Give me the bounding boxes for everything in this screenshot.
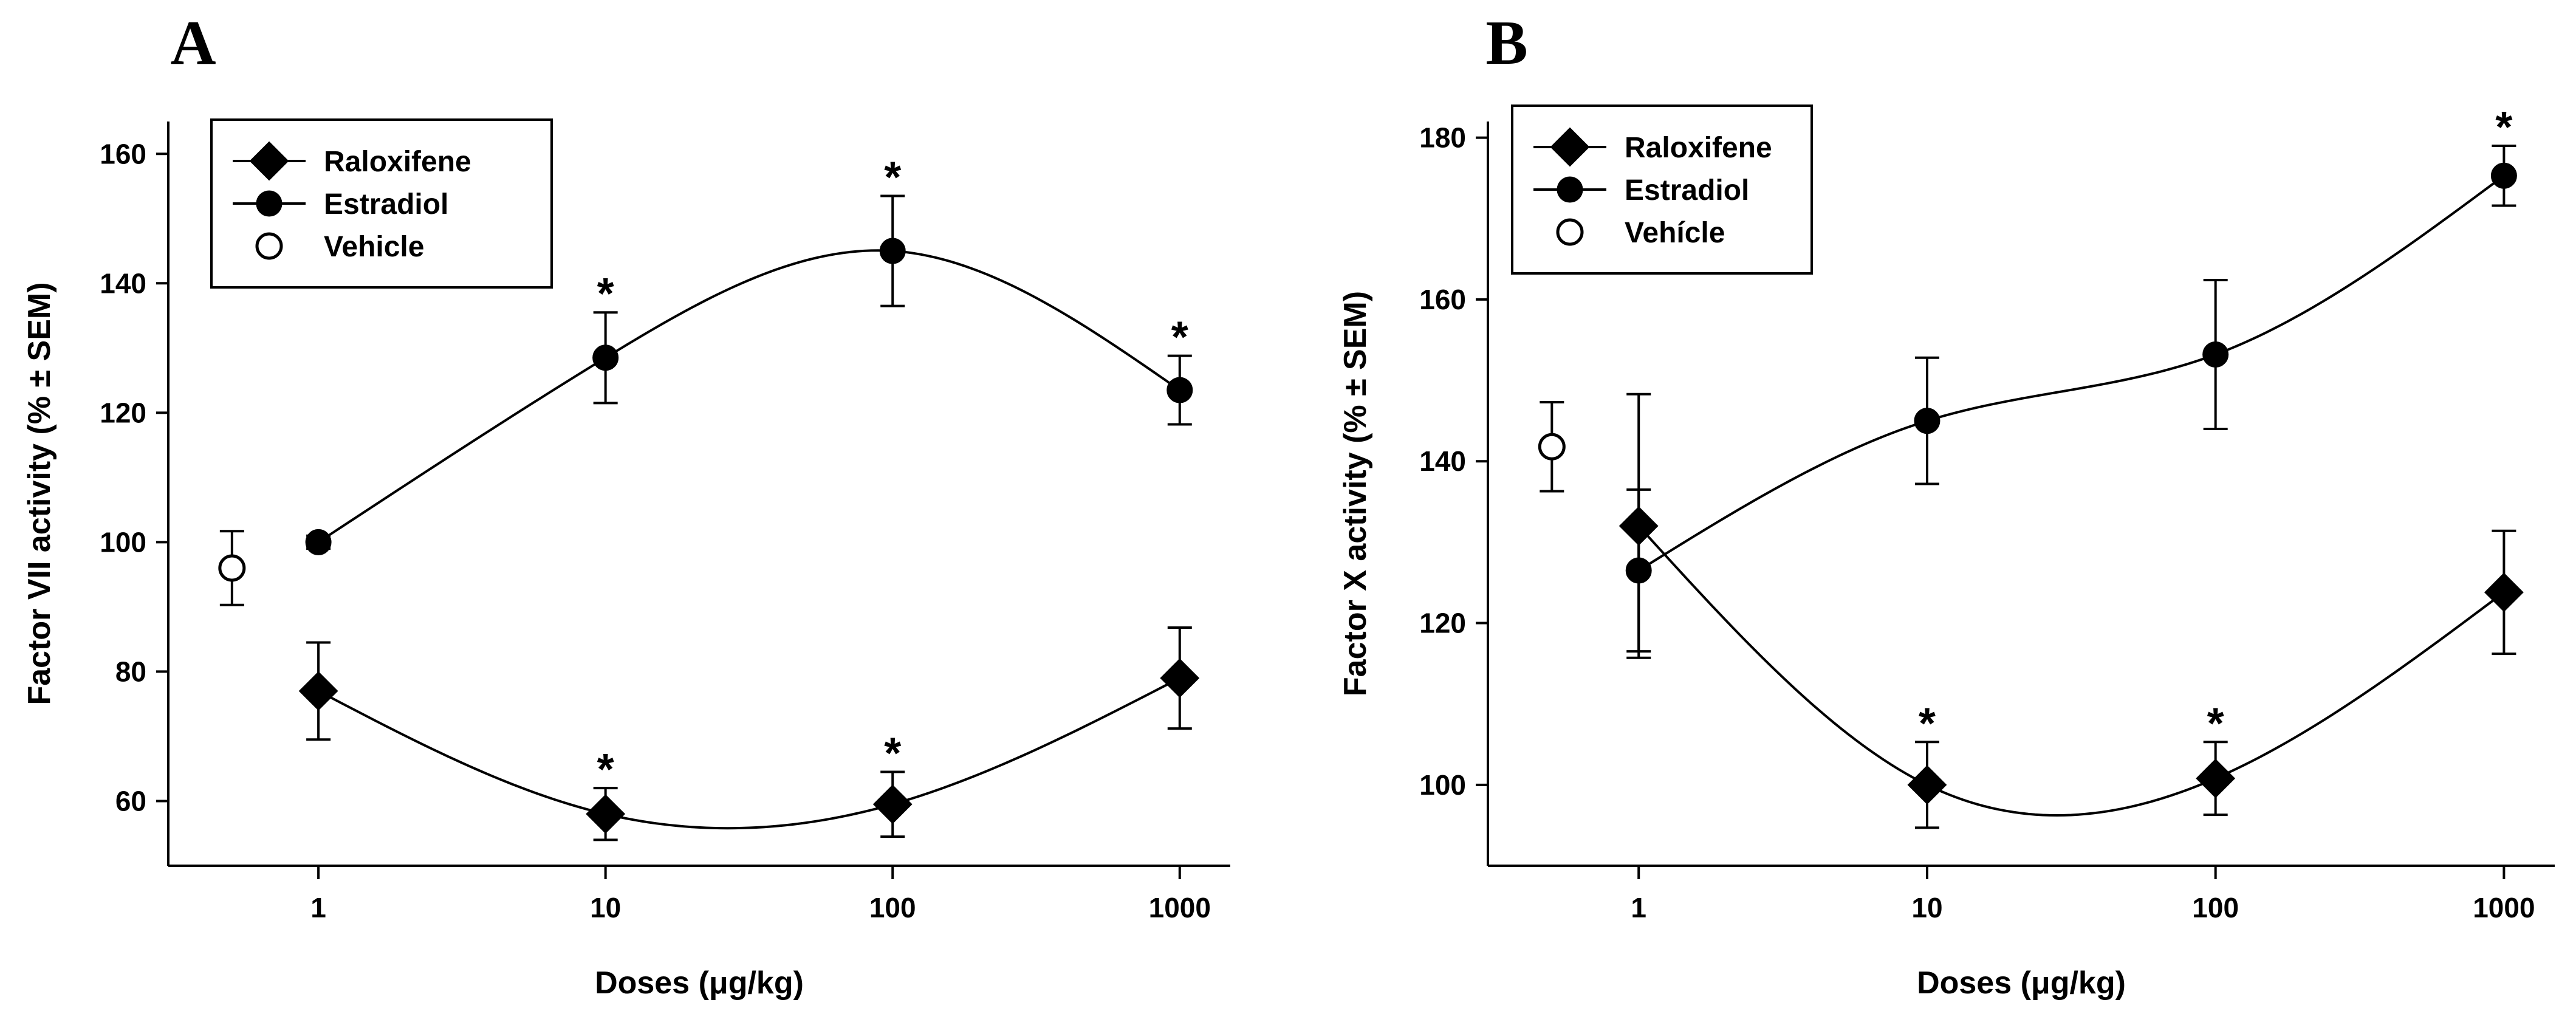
legend-marker xyxy=(249,141,289,181)
x-tick-label: 1 xyxy=(1631,892,1646,923)
data-point xyxy=(2196,758,2236,798)
data-point xyxy=(1160,658,1200,698)
data-point xyxy=(305,529,332,555)
series-curve xyxy=(317,249,1180,544)
x-tick-label: 100 xyxy=(2192,892,2239,923)
legend-marker xyxy=(1550,127,1590,167)
significance-star: * xyxy=(2495,103,2512,152)
legend-label: Vehicle xyxy=(324,231,424,263)
series-curve xyxy=(318,677,1180,830)
legend-marker xyxy=(256,190,283,217)
data-point xyxy=(879,238,906,264)
y-tick-label: 120 xyxy=(1419,608,1466,639)
legend: Raloxifene Estradiol Vehicle xyxy=(210,118,553,289)
x-axis-title: Doses (μg/kg) xyxy=(1917,965,2126,1001)
y-tick-label: 140 xyxy=(1419,445,1466,477)
legend: Raloxifene Estradiol Vehícle xyxy=(1511,104,1813,275)
data-point xyxy=(1538,433,1566,461)
legend-marker xyxy=(1557,176,1583,203)
y-tick-label: 60 xyxy=(115,785,146,817)
legend-marker xyxy=(1556,218,1584,246)
data-point xyxy=(1166,377,1193,403)
significance-star: * xyxy=(2207,699,2224,748)
legend-label: Vehícle xyxy=(1625,217,1725,249)
significance-star: * xyxy=(884,730,901,778)
series-curve xyxy=(1637,525,2505,817)
legend-label: Estradiol xyxy=(324,188,448,221)
x-tick-label: 100 xyxy=(869,892,916,923)
y-tick-label: 80 xyxy=(115,656,146,687)
data-point xyxy=(218,554,246,582)
data-point xyxy=(2484,572,2524,612)
y-tick-label: 180 xyxy=(1419,122,1466,154)
x-tick-label: 10 xyxy=(1911,892,1942,923)
y-tick-label: 160 xyxy=(100,138,146,170)
significance-star: * xyxy=(597,270,614,318)
series-vehcle xyxy=(1538,401,1566,493)
significance-star: * xyxy=(597,745,614,794)
legend-label: Raloxifene xyxy=(1625,132,1772,164)
y-tick-label: 140 xyxy=(100,267,146,299)
y-tick-label: 120 xyxy=(100,397,146,428)
series-estradiol: * xyxy=(1625,103,2517,653)
panel-label: B xyxy=(1485,8,1527,78)
series-vehicle xyxy=(218,530,246,606)
x-tick-label: 1 xyxy=(310,892,326,923)
y-tick-label: 160 xyxy=(1419,284,1466,315)
y-tick-label: 100 xyxy=(1419,769,1466,801)
data-point xyxy=(2490,162,2517,189)
y-axis-title: Factor VII activity (% ± SEM) xyxy=(22,282,57,705)
data-point xyxy=(586,794,626,834)
x-axis-title: Doses (μg/kg) xyxy=(595,965,804,1001)
significance-star: * xyxy=(884,154,901,202)
legend-label: Estradiol xyxy=(1625,174,1749,207)
panel-label: A xyxy=(170,8,216,78)
data-point xyxy=(872,784,913,824)
data-point xyxy=(1907,765,1947,805)
series-raloxifene: * * xyxy=(298,626,1200,841)
x-tick-label: 1000 xyxy=(2473,892,2535,923)
data-point xyxy=(1625,557,1652,584)
x-tick-label: 1000 xyxy=(1149,892,1211,923)
chart-panel-b: B 100 120 140 160 180 1 10 100 1000 Doses (μg/kg) F… xyxy=(1338,8,2555,1001)
chart-panel-a: A 60 80 100 120 140 160 1 10 100 1000 Doses (μg/kg)… xyxy=(22,8,1230,1001)
data-point xyxy=(592,344,619,371)
y-axis-title: Factor X activity (% ± SEM) xyxy=(1338,291,1373,696)
significance-star: * xyxy=(1171,313,1188,362)
x-tick-label: 10 xyxy=(590,892,621,923)
data-point xyxy=(1914,408,1941,434)
data-point xyxy=(2202,341,2229,368)
series-raloxifene: * * xyxy=(1619,392,2524,829)
significance-star: * xyxy=(1919,699,1936,748)
series-estradiol: * * * xyxy=(305,154,1193,555)
legend-marker xyxy=(255,232,283,260)
y-tick-label: 100 xyxy=(100,526,146,558)
legend-label: Raloxifene xyxy=(324,146,471,178)
data-point xyxy=(298,671,338,711)
series-curve xyxy=(1638,174,2505,572)
